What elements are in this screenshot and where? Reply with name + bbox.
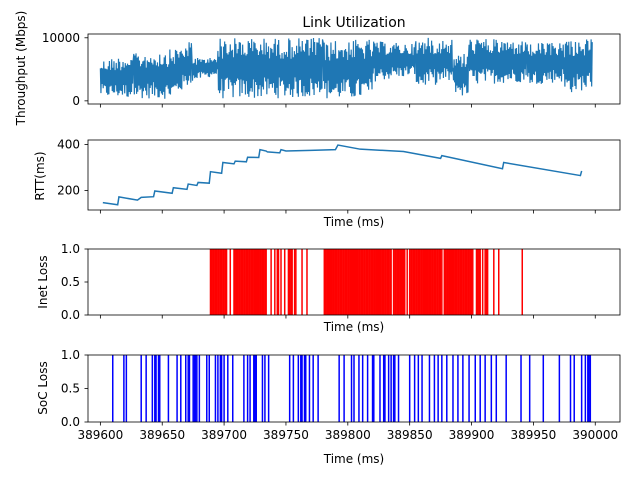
- soc-loss-x-axis-label: Time (ms): [323, 452, 385, 466]
- rtt-axes-frame: [87, 139, 621, 211]
- soc-loss-y-tick-label: 0.0: [61, 415, 80, 429]
- soc-loss-x-tick-label: 389750: [263, 428, 309, 442]
- throughput-y-axis-label: Throughput (Mbps): [14, 11, 28, 127]
- chart-title: Link Utilization: [302, 15, 405, 31]
- inet-loss-y-axis-label: Inet Loss: [36, 255, 50, 308]
- rtt-line: [102, 144, 583, 206]
- soc-loss-y-tick-label: 0.5: [61, 382, 80, 396]
- soc-loss-y-tick-label: 1.0: [61, 348, 80, 362]
- throughput-y-tick-label: 0: [72, 94, 80, 108]
- soc-loss-x-tick-label: 389600: [77, 428, 123, 442]
- rtt-plot-area: [102, 144, 583, 206]
- throughput-axes-frame: [87, 33, 621, 105]
- inet-loss-panel: Inet Loss Time (ms) 0.0 0.5 1.0: [36, 242, 621, 334]
- inet-loss-y-tick-label: 1.0: [61, 242, 80, 256]
- throughput-plot-area: [99, 37, 593, 99]
- soc-loss-x-tick-label: 390000: [572, 428, 618, 442]
- inet-loss-y-tick-label: 0.5: [61, 275, 80, 289]
- soc-loss-x-tick-label: 389900: [449, 428, 495, 442]
- inet-loss-y-tick-label: 0.0: [61, 308, 80, 322]
- soc-loss-x-tick-label: 389800: [325, 428, 371, 442]
- soc-loss-plot-area: [111, 355, 592, 422]
- soc-loss-x-tick-label: 389950: [510, 428, 556, 442]
- soc-loss-y-axis-label: SoC Loss: [36, 361, 50, 414]
- throughput-line: [99, 37, 593, 99]
- soc-loss-x-tick-label: 389650: [139, 428, 185, 442]
- rtt-x-axis-label: Time (ms): [323, 215, 385, 229]
- rtt-y-tick-label: 400: [57, 138, 80, 152]
- throughput-panel: Link Utilization Throughput (Mbps) 0 1000…: [14, 11, 621, 127]
- rtt-y-axis-label: RTT(ms): [33, 151, 47, 200]
- soc-loss-x-tick-label: 389700: [201, 428, 247, 442]
- inet-loss-x-axis-label: Time (ms): [323, 320, 385, 334]
- throughput-y-tick-label: 10000: [42, 31, 80, 45]
- rtt-y-tick-label: 200: [57, 183, 80, 197]
- soc-loss-x-tick-label: 389850: [387, 428, 433, 442]
- rtt-panel: RTT(ms) Time (ms) 200 400: [33, 138, 621, 229]
- soc-loss-panel: SoC Loss Time (ms) 389600 389650 389700 389…: [36, 348, 621, 466]
- inet-loss-plot-area: [209, 249, 524, 315]
